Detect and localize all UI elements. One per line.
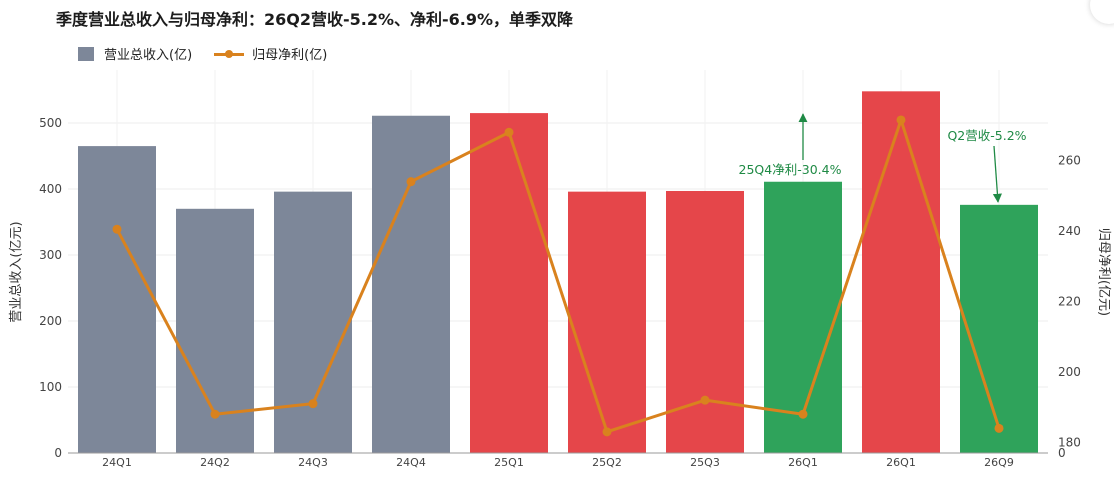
y2-axis-title: 归母净利(亿元): [1096, 228, 1111, 316]
y-tick-label: 0: [54, 446, 62, 460]
x-tick-label: 26Q1: [886, 456, 916, 469]
y-tick-label: 200: [39, 314, 62, 328]
y2-tick-label: 200: [1058, 365, 1081, 379]
annotations: 25Q4净利-30.4% Q2营收-5.2%: [739, 113, 1027, 203]
bar-24Q1: [78, 146, 156, 453]
y2-tick-label: 240: [1058, 224, 1081, 238]
bar-26Q1: [764, 181, 842, 454]
line-series: [112, 115, 1004, 437]
x-tick-label: 24Q3: [298, 456, 328, 469]
line-point-25Q1: [504, 127, 514, 137]
line-point-24Q4: [406, 177, 416, 187]
x-tick-label: 26Q1: [788, 456, 818, 469]
x-tick-label: 24Q4: [396, 456, 426, 469]
line-point-24Q2: [210, 409, 220, 419]
line-path-profit: [115, 118, 1001, 434]
y2-tick-label: 180: [1058, 435, 1081, 449]
y-tick-label: 100: [39, 380, 62, 394]
x-tick-label: 25Q1: [494, 456, 524, 469]
axes: 24Q1 24Q2 24Q3 24Q4 25Q1 25Q2 25Q3 26Q1 26Q1 26Q9…: [9, 116, 1111, 469]
annotation-text-25q4: 25Q4净利-30.4%: [739, 162, 842, 177]
annotation-text-26q2: Q2营收-5.2%: [947, 128, 1026, 143]
bar-26Q9: [960, 204, 1038, 453]
legend-profit-label: 归母净利(亿): [252, 48, 328, 63]
line-point-26Q1: [896, 115, 906, 125]
bar-25Q3: [666, 190, 744, 454]
bar-25Q2: [568, 191, 646, 453]
x-tick-label: 25Q2: [592, 456, 622, 469]
bar-25Q1: [470, 113, 548, 453]
x-tick-label: 24Q1: [102, 456, 132, 469]
line-point-24Q3: [308, 399, 318, 409]
legend: 营业总收入(亿) 归母净利(亿): [78, 44, 327, 63]
line-point-26Q1: [798, 409, 808, 419]
legend-profit-swatch: [214, 47, 245, 61]
y-tick-label: 500: [39, 116, 62, 130]
x-tick-label: 26Q9: [984, 456, 1014, 469]
y-tick-label: 400: [39, 182, 62, 196]
line-point-24Q1: [112, 224, 122, 234]
line-point-25Q2: [602, 427, 612, 437]
page-title: 季度营业总收入与归母净利：26Q2营收-5.2%、净利-6.9%，单季双降: [56, 10, 574, 29]
y-axis-title: 营业总收入(亿元): [9, 221, 24, 322]
bar-24Q4: [372, 115, 450, 454]
bar-26Q1: [862, 91, 940, 453]
line-point-25Q3: [700, 395, 710, 405]
bar-24Q3: [274, 191, 352, 453]
y2-tick-label: 260: [1058, 153, 1081, 167]
legend-revenue-swatch: [78, 46, 94, 61]
annotation-arrow-26q2: [992, 145, 1002, 203]
bar-series: [78, 91, 1038, 454]
y2-tick-label: 0: [1058, 446, 1066, 460]
y-tick-label: 300: [39, 248, 62, 262]
x-tick-label: 24Q2: [200, 456, 230, 469]
line-point-26Q9: [994, 423, 1004, 433]
legend-revenue-label: 营业总收入(亿): [104, 48, 193, 63]
x-tick-label: 25Q3: [690, 456, 720, 469]
y2-tick-label: 220: [1058, 294, 1081, 308]
